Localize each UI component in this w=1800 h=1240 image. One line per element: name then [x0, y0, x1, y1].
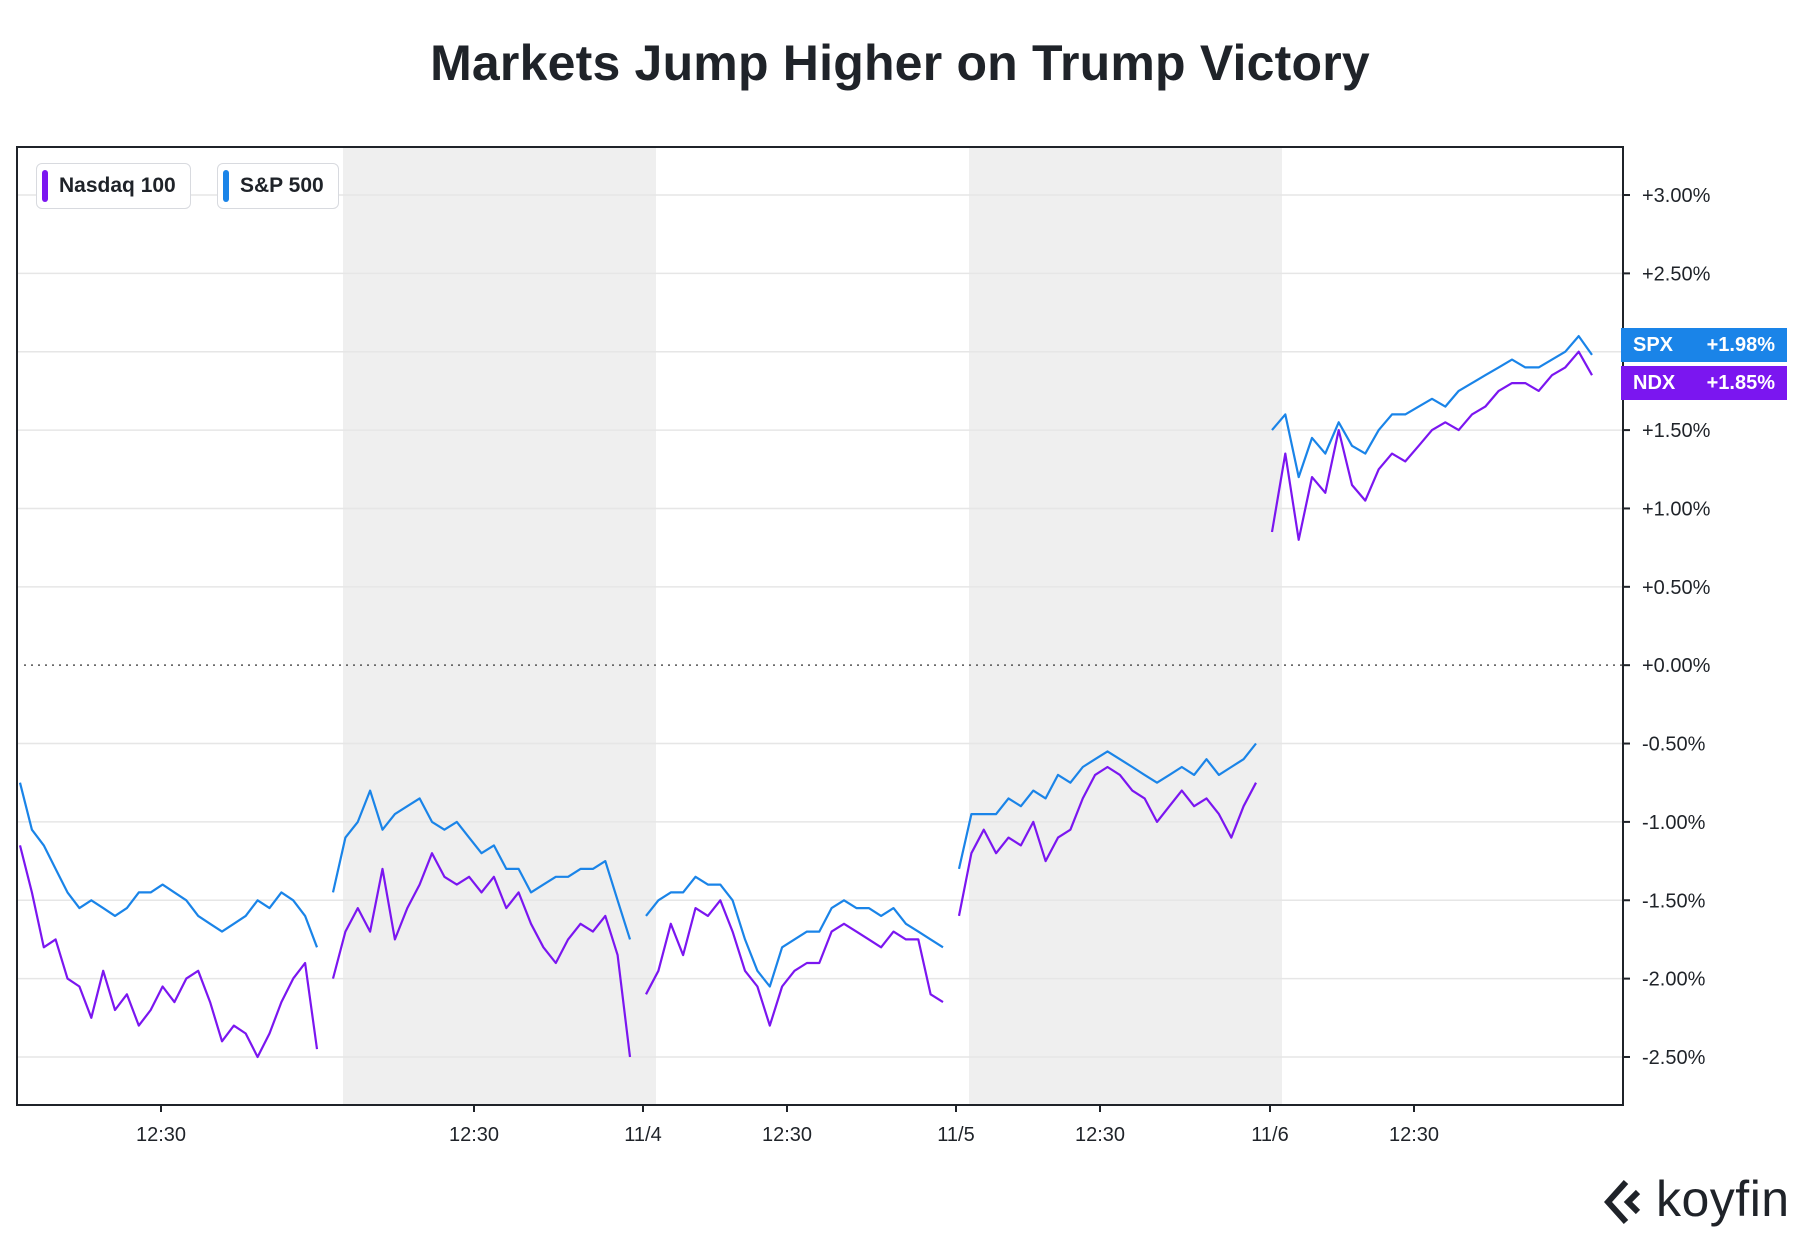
series-line-ndx-1 [331, 852, 632, 1058]
y-tick-label-1: +2.50% [1642, 263, 1711, 285]
end-label-ndx-value: +1.85% [1706, 372, 1775, 394]
y-tick-label-9: -1.50% [1642, 890, 1706, 912]
x-tick-label-1: 12:30 [449, 1124, 499, 1146]
series-line-spx-4 [1271, 335, 1593, 479]
legend-item-sp500[interactable]: S&P 500 [217, 163, 339, 209]
x-tick-label-7: 12:30 [1389, 1124, 1439, 1146]
chart-title: Markets Jump Higher on Trump Victory [430, 35, 1370, 91]
grid-lines [18, 194, 1622, 1058]
legend-swatch-sp500 [223, 170, 229, 202]
series-line-spx-1 [331, 789, 632, 940]
end-label-spx: SPX +1.98% [1621, 328, 1787, 362]
y-tick-label-10: -2.00% [1642, 969, 1706, 991]
y-axis: +3.00%+2.50%+2.00%+1.50%+1.00%+0.50%+0.0… [1622, 185, 1711, 1069]
end-label-ndx: NDX +1.85% [1621, 366, 1787, 400]
end-label-spx-value: +1.98% [1706, 334, 1775, 356]
session-shade-1 [969, 148, 1282, 1104]
x-tick-label-4: 11/5 [937, 1124, 974, 1146]
x-tick-label-2: 11/4 [624, 1124, 661, 1146]
koyfin-mark-icon [1604, 1180, 1641, 1224]
session-shade-0 [343, 148, 656, 1104]
legend-label-nasdaq: Nasdaq 100 [59, 174, 176, 197]
series-line-ndx-0 [18, 845, 319, 1059]
y-tick-label-11: -2.50% [1642, 1047, 1706, 1069]
y-tick-label-6: +0.00% [1642, 655, 1711, 677]
plot-frame [16, 146, 1624, 1106]
x-tick-label-3: 12:30 [762, 1124, 812, 1146]
y-tick-label-4: +1.00% [1642, 498, 1711, 520]
y-tick-label-0: +3.00% [1642, 185, 1711, 207]
series-lines [18, 335, 1593, 1059]
koyfin-wordmark: koyfin [1656, 1171, 1790, 1227]
y-tick-label-8: -1.00% [1642, 812, 1706, 834]
series-line-spx-3 [957, 742, 1257, 870]
x-tick-label-5: 12:30 [1075, 1124, 1125, 1146]
x-axis: 12:30 12:30 11/4 12:30 11/5 12:30 11/6 12:30 [136, 1104, 1439, 1146]
y-tick-label-5: +0.50% [1642, 577, 1711, 599]
y-tick-label-3: +1.50% [1642, 420, 1711, 442]
legend-swatch-nasdaq [42, 170, 48, 202]
end-label-ndx-symbol: NDX [1633, 372, 1676, 394]
series-line-spx-0 [18, 782, 319, 948]
series-line-ndx-2 [645, 899, 944, 1027]
series-line-spx-2 [645, 875, 944, 988]
x-tick-label-0: 12:30 [136, 1124, 186, 1146]
session-shading [343, 148, 1282, 1104]
legend-label-sp500: S&P 500 [240, 174, 324, 197]
legend-item-nasdaq[interactable]: Nasdaq 100 [36, 163, 191, 209]
end-label-spx-symbol: SPX [1633, 334, 1674, 356]
series-line-ndx-3 [957, 765, 1257, 917]
series-line-ndx-4 [1270, 350, 1593, 541]
x-tick-label-6: 11/6 [1251, 1124, 1288, 1146]
y-tick-label-7: -0.50% [1642, 734, 1706, 756]
